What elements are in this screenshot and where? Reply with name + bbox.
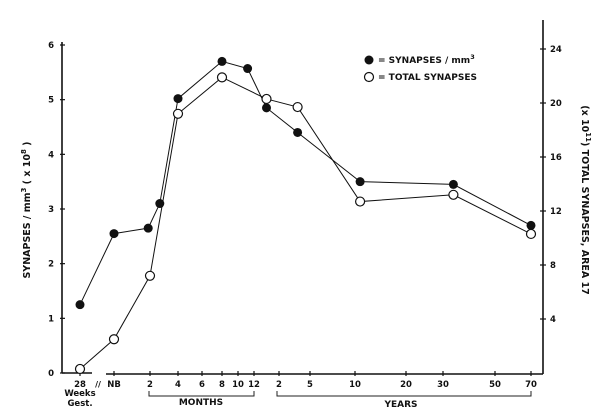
series-lines <box>79 60 532 370</box>
y-tick-label: 0 <box>48 369 54 379</box>
synapses-per-mm3-point <box>262 103 271 113</box>
y2-tick-label: 24 <box>550 45 562 55</box>
x-tick-label: NB <box>107 380 121 390</box>
x-label-gest: Gest. <box>67 399 92 409</box>
legend-filled-marker <box>364 55 374 65</box>
legend-filled-label: = SYNAPSES / mm3 <box>378 53 475 66</box>
synapses-per-mm3-point <box>217 56 227 66</box>
y2-tick-label: 20 <box>550 99 562 109</box>
synapses-per-mm3-point <box>526 220 536 230</box>
total-synapses-point <box>355 196 366 207</box>
years-label: YEARS <box>383 400 417 410</box>
total-synapses-point <box>172 108 184 119</box>
synapses-per-mm3-point <box>355 177 365 187</box>
x-label-weeks: Weeks <box>64 389 95 399</box>
y2-tick-label: 16 <box>550 153 562 163</box>
x-tick-label: 28 <box>74 380 86 390</box>
axis-break-mark: // <box>95 380 101 389</box>
total-synapses-point <box>261 93 272 105</box>
synapses-per-mm3-point <box>155 199 165 209</box>
months-bracket <box>148 391 255 397</box>
legend: = SYNAPSES / mm3 = TOTAL SYNAPSES <box>363 53 477 83</box>
y-tick-label: 5 <box>48 96 54 106</box>
synapses-per-mm3-point <box>448 179 458 189</box>
x-tick-label: 8 <box>219 380 225 390</box>
total-synapses-point <box>448 189 459 200</box>
x-tick-label: 5 <box>307 380 313 390</box>
total-synapses-point <box>108 334 120 345</box>
x-tick-label: 4 <box>175 380 181 390</box>
total-synapses-point <box>292 101 303 113</box>
data-points <box>74 56 537 375</box>
years-bracket <box>276 391 532 397</box>
total-synapses-point <box>74 363 86 375</box>
x-tick-label: 12 <box>248 380 260 390</box>
total-synapses-point <box>216 72 228 83</box>
x-tick-label: 50 <box>489 380 501 390</box>
x-tick-label: 20 <box>400 380 412 390</box>
total-synapses-point <box>525 228 537 240</box>
y-tick-label: 6 <box>48 41 54 51</box>
synapses-per-mm3-line <box>79 60 532 305</box>
total-synapses-point <box>144 270 156 281</box>
y-tick-label: 4 <box>48 150 54 160</box>
legend-open-label: = TOTAL SYNAPSES <box>378 73 477 83</box>
x-tick-label: 10 <box>232 380 244 390</box>
synapses-per-mm3-point <box>173 94 183 104</box>
y-tick-label: 2 <box>48 260 54 270</box>
y2-axis-label: (x 1011) TOTAL SYNAPSES, AREA 17 <box>579 105 592 295</box>
synapses-per-mm3-point <box>109 229 119 239</box>
synapses-per-mm3-point <box>75 300 85 310</box>
y-axis-label: SYNAPSES / mm3 ( x 108 ) <box>20 141 33 278</box>
y-tick-label: 1 <box>48 314 54 324</box>
x-tick-label: 6 <box>199 380 205 390</box>
synapses-per-mm3-point <box>293 127 303 137</box>
y-tick-label: 3 <box>48 205 54 215</box>
x-tick-label: 30 <box>437 380 449 390</box>
months-label: MONTHS <box>179 398 223 408</box>
y2-tick-label: 8 <box>550 261 556 271</box>
legend-open-marker <box>363 71 375 83</box>
x-tick-label: 10 <box>349 380 361 390</box>
total-synapses-line <box>79 76 532 370</box>
x-tick-label: 70 <box>525 380 537 390</box>
y2-tick-label: 12 <box>550 207 562 217</box>
synapses-per-mm3-point <box>243 64 253 74</box>
x-tick-label: 2 <box>147 380 153 390</box>
synapses-per-mm3-point <box>143 223 153 233</box>
y2-tick-label: 4 <box>550 315 556 325</box>
x-tick-label: 2 <box>276 380 282 390</box>
